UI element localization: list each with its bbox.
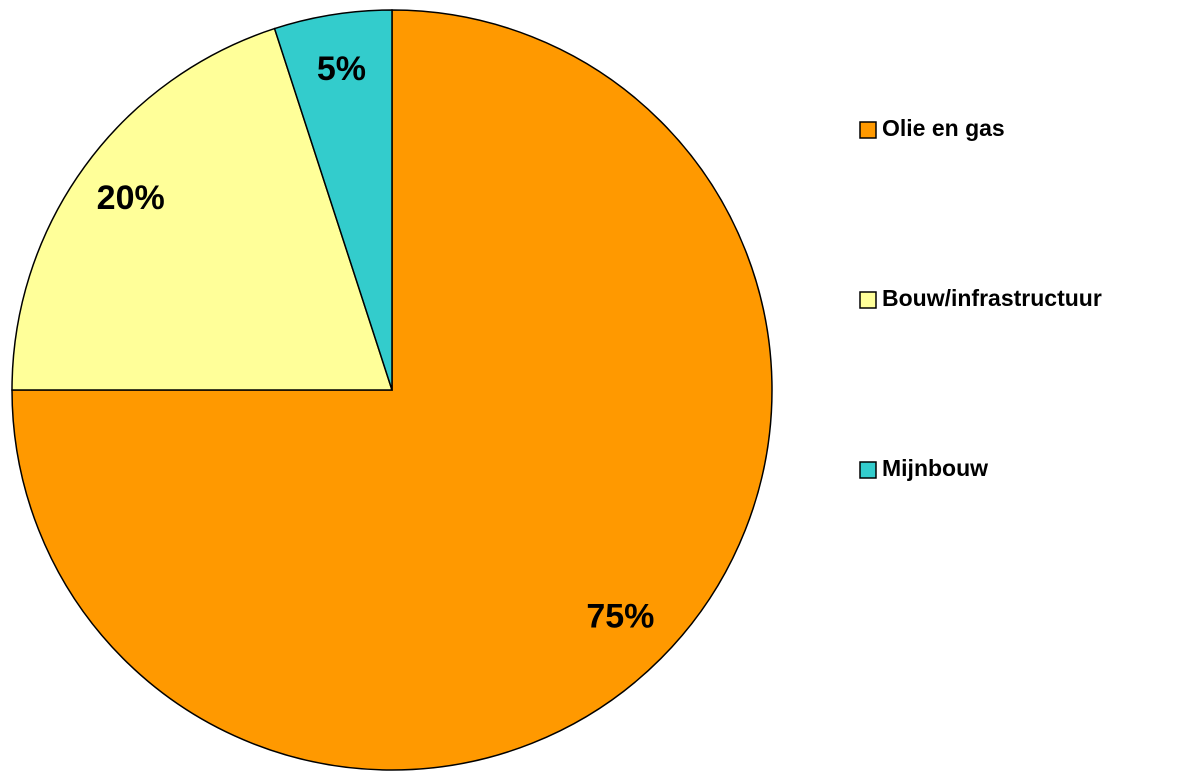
legend-swatch [859,291,877,309]
legend-swatch [859,121,877,139]
data-label: 20% [97,179,165,217]
data-label: 5% [317,50,366,88]
legend-label: Mijnbouw [882,455,988,481]
pie-slice [11,27,394,391]
pie-slice [273,9,393,391]
data-label: 75% [586,597,654,635]
legend-swatch [859,461,877,479]
legend-label: Olie en gas [882,115,1005,141]
legend-label: Bouw/infrastructuur [882,285,1102,311]
